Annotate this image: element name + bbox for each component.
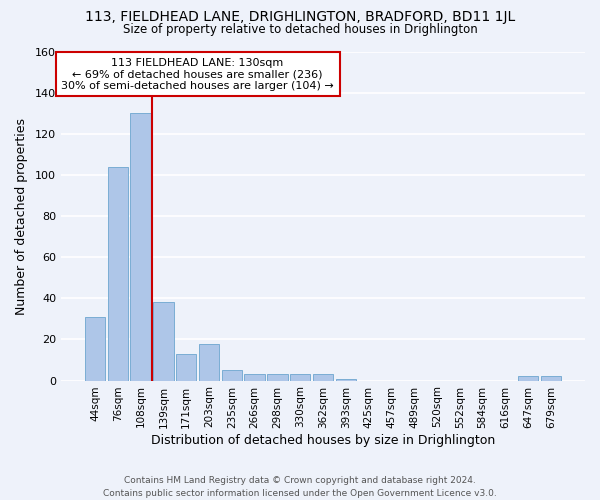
Bar [107,166,128,380]
Bar [518,376,538,380]
Bar [244,374,265,380]
Bar [130,113,151,380]
Bar [541,376,561,380]
Bar [153,302,173,380]
Text: Contains HM Land Registry data © Crown copyright and database right 2024.
Contai: Contains HM Land Registry data © Crown c… [103,476,497,498]
Bar [267,374,287,380]
Bar [221,370,242,380]
Text: Size of property relative to detached houses in Drighlington: Size of property relative to detached ho… [122,22,478,36]
X-axis label: Distribution of detached houses by size in Drighlington: Distribution of detached houses by size … [151,434,495,448]
Bar [313,374,333,380]
Y-axis label: Number of detached properties: Number of detached properties [15,118,28,314]
Text: 113 FIELDHEAD LANE: 130sqm
← 69% of detached houses are smaller (236)
30% of sem: 113 FIELDHEAD LANE: 130sqm ← 69% of deta… [61,58,334,91]
Bar [290,374,310,380]
Text: 113, FIELDHEAD LANE, DRIGHLINGTON, BRADFORD, BD11 1JL: 113, FIELDHEAD LANE, DRIGHLINGTON, BRADF… [85,10,515,24]
Bar [199,344,219,380]
Bar [85,317,105,380]
Bar [176,354,196,380]
Bar [335,378,356,380]
